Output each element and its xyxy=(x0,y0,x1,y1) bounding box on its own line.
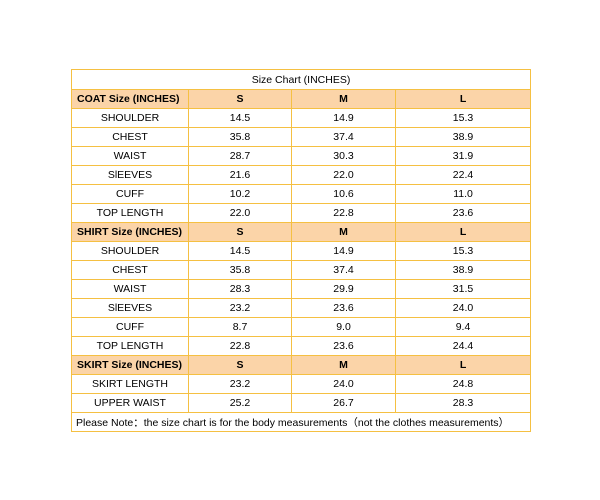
measurement-value-cell: 31.9 xyxy=(394,146,532,166)
measurement-name-cell: CUFF xyxy=(71,184,189,204)
measurement-value-cell: 14.5 xyxy=(188,241,292,261)
section-header-row: SHIRT Size (INCHES) S M L xyxy=(71,222,532,242)
measurement-value-cell: 24.0 xyxy=(394,298,532,318)
table-row: TOP LENGTH 22.8 23.6 24.4 xyxy=(71,336,532,356)
measurement-name-cell: UPPER WAIST xyxy=(71,393,189,413)
measurement-name-cell: TOP LENGTH xyxy=(71,336,189,356)
measurement-value-cell: 24.4 xyxy=(394,336,532,356)
measurement-name-cell: CHEST xyxy=(71,260,189,280)
table-row: CUFF 10.2 10.6 11.0 xyxy=(71,184,532,204)
measurement-name-cell: SHOULDER xyxy=(71,241,189,261)
measurement-value-cell: 14.9 xyxy=(291,108,396,128)
size-chart-table: Size Chart (INCHES) COAT Size (INCHES) S M… xyxy=(70,69,532,432)
measurement-name-cell: CHEST xyxy=(71,127,189,147)
table-row: SKIRT LENGTH 23.2 24.0 24.8 xyxy=(71,374,532,394)
table-row: TOP LENGTH 22.0 22.8 23.6 xyxy=(71,203,532,223)
measurement-value-cell: 28.3 xyxy=(394,393,532,413)
measurement-name-cell: TOP LENGTH xyxy=(71,203,189,223)
size-header-cell: M xyxy=(291,89,396,109)
measurement-value-cell: 9.4 xyxy=(394,317,532,337)
measurement-name-cell: WAIST xyxy=(71,279,189,299)
measurement-value-cell: 26.7 xyxy=(291,393,396,413)
measurement-name-cell: SlEEVES xyxy=(71,298,189,318)
size-header-cell: S xyxy=(188,355,292,375)
measurement-value-cell: 8.7 xyxy=(188,317,292,337)
measurement-value-cell: 15.3 xyxy=(394,108,532,128)
measurement-value-cell: 9.0 xyxy=(291,317,396,337)
measurement-value-cell: 35.8 xyxy=(188,127,292,147)
measurement-value-cell: 14.9 xyxy=(291,241,396,261)
table-row: CHEST 35.8 37.4 38.9 xyxy=(71,260,532,280)
measurement-value-cell: 23.6 xyxy=(291,336,396,356)
size-header-cell: M xyxy=(291,222,396,242)
section-header-row: COAT Size (INCHES) S M L xyxy=(71,89,532,109)
size-header-cell: S xyxy=(188,222,292,242)
measurement-name-cell: SHOULDER xyxy=(71,108,189,128)
size-header-cell: M xyxy=(291,355,396,375)
measurement-name-cell: SKIRT LENGTH xyxy=(71,374,189,394)
size-header-cell: S xyxy=(188,89,292,109)
section-label: SKIRT Size (INCHES) xyxy=(71,355,189,375)
measurement-value-cell: 24.0 xyxy=(291,374,396,394)
measurement-value-cell: 38.9 xyxy=(394,260,532,280)
section-label: SHIRT Size (INCHES) xyxy=(71,222,189,242)
size-chart-body: Size Chart (INCHES) COAT Size (INCHES) S M… xyxy=(70,69,532,432)
measurement-value-cell: 10.6 xyxy=(291,184,396,204)
note-row: Please Note：the size chart is for the bo… xyxy=(70,412,532,432)
measurement-value-cell: 15.3 xyxy=(394,241,532,261)
measurement-value-cell: 29.9 xyxy=(291,279,396,299)
measurement-value-cell: 22.8 xyxy=(188,336,292,356)
measurement-value-cell: 14.5 xyxy=(188,108,292,128)
table-row: CHEST 35.8 37.4 38.9 xyxy=(71,127,532,147)
table-row: SlEEVES 21.6 22.0 22.4 xyxy=(71,165,532,185)
table-row: WAIST 28.3 29.9 31.5 xyxy=(71,279,532,299)
chart-title: Size Chart (INCHES) xyxy=(70,69,532,90)
measurement-value-cell: 35.8 xyxy=(188,260,292,280)
measurement-value-cell: 24.8 xyxy=(394,374,532,394)
table-row: SHOULDER 14.5 14.9 15.3 xyxy=(71,241,532,261)
measurement-value-cell: 30.3 xyxy=(291,146,396,166)
measurement-value-cell: 23.2 xyxy=(188,374,292,394)
note-text: Please Note：the size chart is for the bo… xyxy=(70,412,532,432)
section-label: COAT Size (INCHES) xyxy=(71,89,189,109)
measurement-value-cell: 10.2 xyxy=(188,184,292,204)
table-row: CUFF 8.7 9.0 9.4 xyxy=(71,317,532,337)
title-row: Size Chart (INCHES) xyxy=(70,69,532,90)
size-header-cell: L xyxy=(394,355,532,375)
measurement-value-cell: 21.6 xyxy=(188,165,292,185)
measurement-name-cell: SlEEVES xyxy=(71,165,189,185)
measurement-name-cell: WAIST xyxy=(71,146,189,166)
measurement-value-cell: 22.4 xyxy=(394,165,532,185)
measurement-value-cell: 25.2 xyxy=(188,393,292,413)
table-row: UPPER WAIST 25.2 26.7 28.3 xyxy=(71,393,532,413)
measurement-name-cell: CUFF xyxy=(71,317,189,337)
size-header-cell: L xyxy=(394,89,532,109)
measurement-value-cell: 23.6 xyxy=(394,203,532,223)
measurement-value-cell: 22.8 xyxy=(291,203,396,223)
measurement-value-cell: 11.0 xyxy=(394,184,532,204)
measurement-value-cell: 28.7 xyxy=(188,146,292,166)
table-row: WAIST 28.7 30.3 31.9 xyxy=(71,146,532,166)
measurement-value-cell: 31.5 xyxy=(394,279,532,299)
measurement-value-cell: 28.3 xyxy=(188,279,292,299)
measurement-value-cell: 23.6 xyxy=(291,298,396,318)
table-row: SHOULDER 14.5 14.9 15.3 xyxy=(71,108,532,128)
measurement-value-cell: 38.9 xyxy=(394,127,532,147)
table-row: SlEEVES 23.2 23.6 24.0 xyxy=(71,298,532,318)
section-header-row: SKIRT Size (INCHES) S M L xyxy=(71,355,532,375)
measurement-value-cell: 37.4 xyxy=(291,127,396,147)
measurement-value-cell: 37.4 xyxy=(291,260,396,280)
size-header-cell: L xyxy=(394,222,532,242)
measurement-value-cell: 22.0 xyxy=(188,203,292,223)
measurement-value-cell: 23.2 xyxy=(188,298,292,318)
measurement-value-cell: 22.0 xyxy=(291,165,396,185)
